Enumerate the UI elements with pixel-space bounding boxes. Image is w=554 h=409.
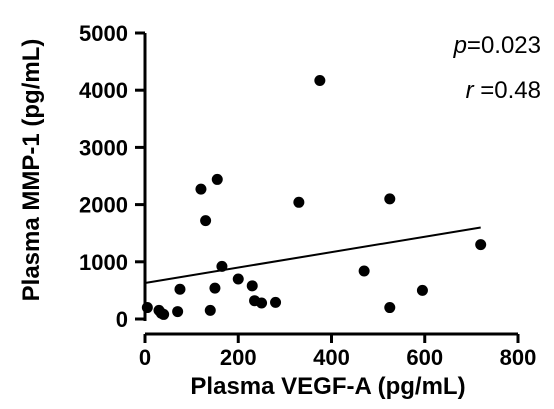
y-tick-label: 0 — [116, 307, 128, 332]
x-tick-label: 0 — [139, 345, 151, 370]
data-point — [172, 306, 184, 318]
data-point — [141, 302, 153, 314]
data-point — [246, 280, 258, 292]
data-point — [232, 273, 244, 285]
data-point — [195, 183, 207, 195]
y-tick-label: 2000 — [79, 193, 128, 218]
data-point — [475, 239, 487, 251]
x-tick-label: 200 — [220, 345, 257, 370]
data-point — [293, 196, 305, 208]
data-point — [416, 284, 428, 296]
data-points — [141, 74, 487, 320]
r-value-annotation: r =0.48 — [466, 77, 541, 104]
data-point — [158, 308, 170, 320]
plot-area: 0 1000 2000 3000 4000 5000 0 200 400 600 800 — [79, 21, 536, 370]
data-point — [216, 260, 228, 272]
y-tick-label: 4000 — [79, 78, 128, 103]
x-ticks: 0 200 400 600 800 — [139, 334, 536, 370]
data-point — [209, 282, 221, 294]
y-tick-label: 3000 — [79, 135, 128, 160]
data-point — [384, 302, 396, 314]
x-tick-label: 400 — [313, 345, 350, 370]
p-value-annotation: p=0.023 — [453, 32, 541, 59]
p-value: =0.023 — [467, 32, 541, 59]
y-tick-label: 5000 — [79, 21, 128, 46]
data-point — [314, 74, 326, 86]
x-tick-label: 600 — [406, 345, 443, 370]
r-value: =0.48 — [474, 77, 541, 104]
x-axis-title: Plasma VEGF-A (pg/mL) — [190, 373, 465, 400]
data-point — [256, 297, 268, 309]
data-point — [384, 193, 396, 205]
y-tick-label: 1000 — [79, 250, 128, 275]
data-point — [211, 173, 223, 185]
data-point — [174, 283, 186, 295]
y-axis-title: Plasma MMP-1 (pg/mL) — [18, 39, 45, 302]
data-point — [358, 265, 370, 277]
p-symbol: p — [453, 32, 467, 59]
data-point — [270, 296, 282, 308]
data-point — [200, 215, 212, 227]
y-ticks: 0 1000 2000 3000 4000 5000 — [79, 21, 145, 332]
r-symbol: r — [466, 77, 475, 104]
data-point — [204, 304, 216, 316]
x-tick-label: 800 — [500, 345, 537, 370]
regression-line — [144, 226, 481, 284]
